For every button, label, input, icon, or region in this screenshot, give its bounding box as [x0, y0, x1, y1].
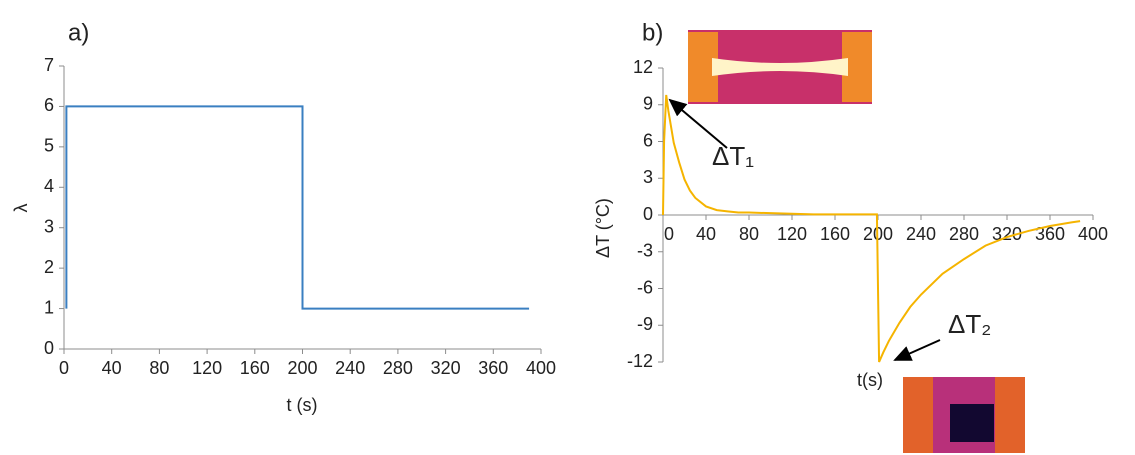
x-tick-label: 400 — [526, 358, 556, 378]
x-tick-label: 40 — [696, 224, 716, 244]
y-axis-label: λ — [11, 204, 31, 213]
panel-label: b) — [642, 19, 663, 46]
arrow — [668, 98, 728, 149]
x-tick-label: 160 — [240, 358, 270, 378]
x-tick-label: 400 — [1078, 224, 1108, 244]
y-tick-label: 1 — [44, 297, 54, 317]
x-tick-label: 160 — [820, 224, 850, 244]
x-tick-label: 280 — [383, 358, 413, 378]
x-tick-label: 0 — [664, 224, 674, 244]
y-tick-label: 12 — [633, 57, 653, 77]
y-tick-label: 3 — [44, 216, 54, 236]
x-tick-label: 0 — [59, 358, 69, 378]
y-tick-label: 0 — [643, 204, 653, 224]
x-tick-label: 120 — [777, 224, 807, 244]
x-tick-label: 200 — [287, 358, 317, 378]
y-tick-label: 6 — [44, 95, 54, 115]
x-tick-label: 320 — [431, 358, 461, 378]
x-tick-label: 360 — [478, 358, 508, 378]
annotation: ΔT₁ — [712, 141, 754, 171]
thermal-image-top — [688, 30, 872, 104]
arrow — [893, 339, 941, 361]
y-tick-label: -3 — [637, 241, 653, 261]
x-tick-label: 320 — [992, 224, 1022, 244]
x-tick-label: 80 — [149, 358, 169, 378]
y-axis-label: ΔT (°C) — [593, 198, 613, 258]
y-tick-label: 4 — [44, 176, 54, 196]
x-tick-label: 80 — [739, 224, 759, 244]
y-tick-label: 2 — [44, 257, 54, 277]
y-tick-label: 3 — [643, 167, 653, 187]
annotation: ΔT₂ — [948, 309, 991, 339]
y-tick-label: 9 — [643, 94, 653, 114]
x-tick-label: 40 — [102, 358, 122, 378]
x-tick-label: 240 — [335, 358, 365, 378]
y-tick-label: 6 — [643, 130, 653, 150]
x-tick-label: 120 — [192, 358, 222, 378]
panel-label: a) — [68, 19, 89, 46]
thermal-image-bottom — [903, 377, 1025, 453]
y-tick-label: -12 — [627, 351, 653, 371]
data-line — [662, 94, 1081, 363]
x-axis-label: t (s) — [287, 395, 318, 415]
y-tick-label: 7 — [44, 55, 54, 75]
y-tick-label: -9 — [637, 314, 653, 334]
data-line — [65, 105, 530, 310]
y-tick-label: 5 — [44, 136, 54, 156]
x-axis-label: t(s) — [857, 370, 883, 390]
x-tick-label: 240 — [906, 224, 936, 244]
y-tick-label: 0 — [44, 338, 54, 358]
x-tick-label: 280 — [949, 224, 979, 244]
y-tick-label: -6 — [637, 277, 653, 297]
